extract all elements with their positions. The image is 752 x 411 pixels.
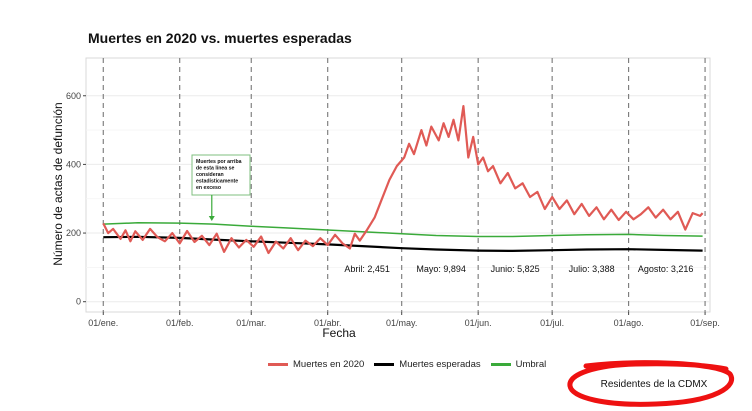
y-axis-label: Número de actas de defunción bbox=[51, 102, 65, 265]
legend-swatch bbox=[268, 362, 288, 366]
grid bbox=[85, 57, 711, 313]
legend-swatch bbox=[490, 362, 511, 366]
month-dashed-lines bbox=[102, 58, 706, 312]
callout-text-line: de esta línea se bbox=[196, 166, 234, 172]
plot-panel bbox=[85, 57, 711, 313]
legend-item: Muertes esperadas bbox=[374, 358, 481, 370]
y-tick-label: 0 bbox=[76, 297, 81, 307]
x-tick-label: 01/ene. bbox=[88, 318, 118, 328]
legend-swatch bbox=[374, 362, 395, 366]
legend-label: Muertes esperadas bbox=[399, 358, 481, 370]
legend-item: Umbral bbox=[490, 358, 547, 370]
month-total-label: Abril: 2,451 bbox=[344, 264, 390, 274]
legend-item: Muertes en 2020 bbox=[268, 359, 364, 370]
month-total-label: Agosto: 3,216 bbox=[638, 264, 694, 274]
series-lines bbox=[102, 104, 704, 255]
x-tick-label: 01/may. bbox=[386, 318, 417, 328]
x-tick-label: 01/feb. bbox=[166, 318, 194, 328]
residents-label: Residentes de la CDMX bbox=[600, 378, 708, 390]
month-total-label: Junio: 5,825 bbox=[491, 264, 540, 274]
x-tick-label: 01/jul. bbox=[540, 318, 564, 328]
x-tick-label: 01/jun. bbox=[465, 318, 492, 328]
legend-label: Muertes en 2020 bbox=[293, 358, 365, 370]
x-tick-label: 01/abr. bbox=[314, 318, 342, 328]
month-total-label: Julio: 3,388 bbox=[569, 264, 615, 274]
month-total-label: Mayo: 9,894 bbox=[416, 264, 466, 274]
callout-text-line: en exceso bbox=[196, 185, 221, 191]
callout-text-line: estadísticamente bbox=[196, 179, 238, 185]
red-scribble-circle bbox=[567, 360, 734, 407]
callout-text-line: consideran bbox=[196, 172, 224, 178]
x-tick-label: 01/ago. bbox=[614, 318, 644, 328]
callout-arrow-head bbox=[208, 216, 215, 222]
y-tick-label: 400 bbox=[66, 159, 81, 169]
series-line-1 bbox=[103, 235, 703, 252]
x-tick-label: 01/sep. bbox=[690, 318, 720, 328]
x-tick-label: 01/mar. bbox=[236, 318, 266, 328]
axes: 0 200 400 600 01/ene. 01/feb. 01/mar. 01/abr. 01… bbox=[66, 91, 720, 328]
x-axis-label: Fecha bbox=[322, 326, 356, 340]
series-line-0 bbox=[102, 104, 704, 255]
chart-title: Muertes en 2020 vs. muertes esperadas bbox=[88, 30, 352, 46]
callout-text-line: Muertes por arriba bbox=[196, 159, 242, 165]
legend: Muertes en 2020 Muertes esperadas Umbral bbox=[268, 356, 556, 372]
series-line-2 bbox=[103, 222, 703, 238]
callout-box bbox=[191, 154, 251, 196]
legend-label: Umbral bbox=[515, 358, 547, 370]
month-annotations: Abril: 2,451 Mayo: 9,894 Junio: 5,825 Julio… bbox=[344, 264, 693, 274]
y-tick-label: 200 bbox=[66, 228, 81, 238]
y-tick-label: 600 bbox=[66, 91, 81, 101]
